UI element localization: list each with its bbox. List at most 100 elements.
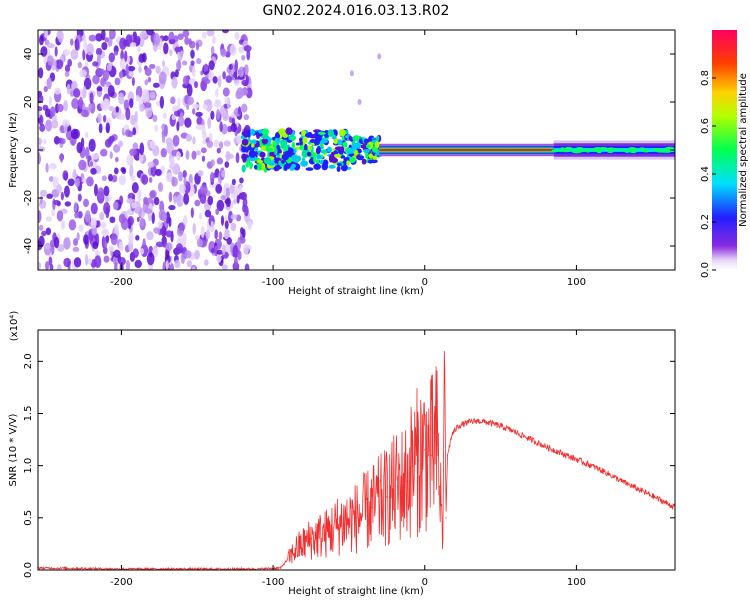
spectral-blob: [106, 63, 112, 72]
spectral-blob: [241, 138, 249, 146]
spectral-blob: [104, 98, 110, 109]
spectral-blob: [261, 128, 269, 136]
spectral-blob: [195, 234, 200, 241]
spectral-blob: [225, 187, 231, 198]
spectral-blob: [45, 227, 52, 236]
spectral-blob: [38, 67, 44, 79]
snr-point: [463, 423, 465, 425]
spectral-blob: [300, 160, 309, 167]
spectral-blob: [109, 135, 115, 143]
spectral-blob: [102, 246, 108, 255]
spectral-blob: [76, 232, 80, 241]
spectral-blob: [76, 141, 83, 154]
spectral-blob: [365, 144, 371, 149]
spectral-blob: [171, 114, 176, 121]
spectral-blob: [107, 85, 115, 98]
spectral-blob: [192, 103, 200, 109]
spectral-blob: [238, 66, 245, 78]
spectral-blob: [130, 175, 136, 182]
spectral-blob: [88, 34, 97, 42]
spectral-blob: [216, 199, 225, 212]
snr-point: [445, 517, 447, 519]
spectral-blob: [45, 216, 53, 222]
spectral-blob: [67, 178, 75, 187]
spectral-blob: [301, 149, 309, 158]
spectral-blob: [43, 244, 51, 250]
snr-point: [651, 495, 653, 497]
spectral-blob: [591, 148, 601, 152]
spectral-blob: [359, 155, 365, 159]
spectral-blob: [39, 123, 46, 133]
spectral-blob: [322, 160, 328, 169]
snr-point: [257, 568, 259, 570]
spectral-blob: [146, 252, 155, 266]
spectral-blob: [180, 253, 186, 265]
spectral-blob: [149, 91, 156, 100]
spectral-blob: [64, 71, 70, 78]
spectral-blob: [130, 114, 136, 126]
spectral-blob: [73, 201, 78, 212]
spectral-blob: [84, 210, 91, 223]
spectral-blob: [291, 137, 295, 142]
spectral-blob: [331, 151, 336, 156]
spectral-blob: [258, 129, 263, 134]
spectral-blob: [195, 111, 203, 117]
spectral-blob: [315, 134, 322, 142]
spectral-blob: [128, 71, 135, 77]
spectral-blob: [94, 183, 98, 197]
spectral-blob: [220, 194, 227, 201]
spectral-blob: [598, 147, 609, 151]
colorbar-label: Normalized spectral amplitude: [738, 73, 749, 227]
spectral-blob: [354, 151, 358, 156]
spectral-blob: [131, 77, 135, 87]
spectral-blob: [364, 151, 369, 159]
spectral-blob: [51, 119, 59, 129]
snr-point: [484, 421, 487, 423]
spectral-blob: [38, 151, 41, 164]
spectral-blob: [46, 77, 52, 90]
spectral-blob: [340, 155, 346, 159]
spectral-blob: [125, 63, 129, 76]
spectral-blob: [118, 213, 126, 224]
x-tick-label: -100: [262, 277, 285, 288]
spectral-blob: [103, 84, 108, 93]
spectral-blob: [100, 100, 106, 110]
spectral-blob: [191, 66, 196, 78]
spectral-blob: [205, 229, 211, 240]
spectral-blob: [100, 148, 108, 157]
snr-point: [457, 425, 459, 427]
spectral-blob: [228, 64, 234, 71]
spectrogram-image: [38, 30, 675, 270]
spectral-blob: [183, 176, 187, 186]
spectral-blob: [246, 49, 251, 61]
spectral-blob: [131, 182, 139, 194]
y-tick-label: -20: [23, 190, 34, 206]
spectral-blob: [210, 220, 214, 232]
spectral-blob: [177, 116, 185, 127]
spectral-blob: [274, 166, 283, 170]
spectral-blob: [139, 103, 145, 112]
spectral-blob: [233, 198, 237, 204]
spectral-blob: [160, 147, 167, 158]
spectral-blob: [280, 139, 288, 146]
spectral-blob: [313, 155, 317, 163]
spectral-blob: [101, 41, 108, 51]
spectral-blob: [59, 153, 64, 163]
spectral-blob: [127, 216, 135, 226]
spectral-blob: [165, 230, 173, 238]
spectral-blob: [237, 250, 242, 261]
snr-point: [590, 465, 593, 467]
spectral-blob: [110, 233, 118, 246]
spectral-blob: [138, 65, 142, 74]
spectral-blob: [83, 234, 89, 245]
spectral-blob: [63, 237, 71, 250]
snr-point: [280, 567, 282, 569]
spectral-blob: [108, 245, 115, 252]
spectral-blob: [57, 103, 64, 113]
spectral-blob: [607, 147, 616, 151]
spectral-blob: [129, 98, 134, 109]
spectral-blob: [349, 70, 354, 77]
spectral-blob: [146, 231, 154, 241]
spectral-blob: [161, 212, 167, 222]
spectral-blob: [49, 163, 57, 170]
